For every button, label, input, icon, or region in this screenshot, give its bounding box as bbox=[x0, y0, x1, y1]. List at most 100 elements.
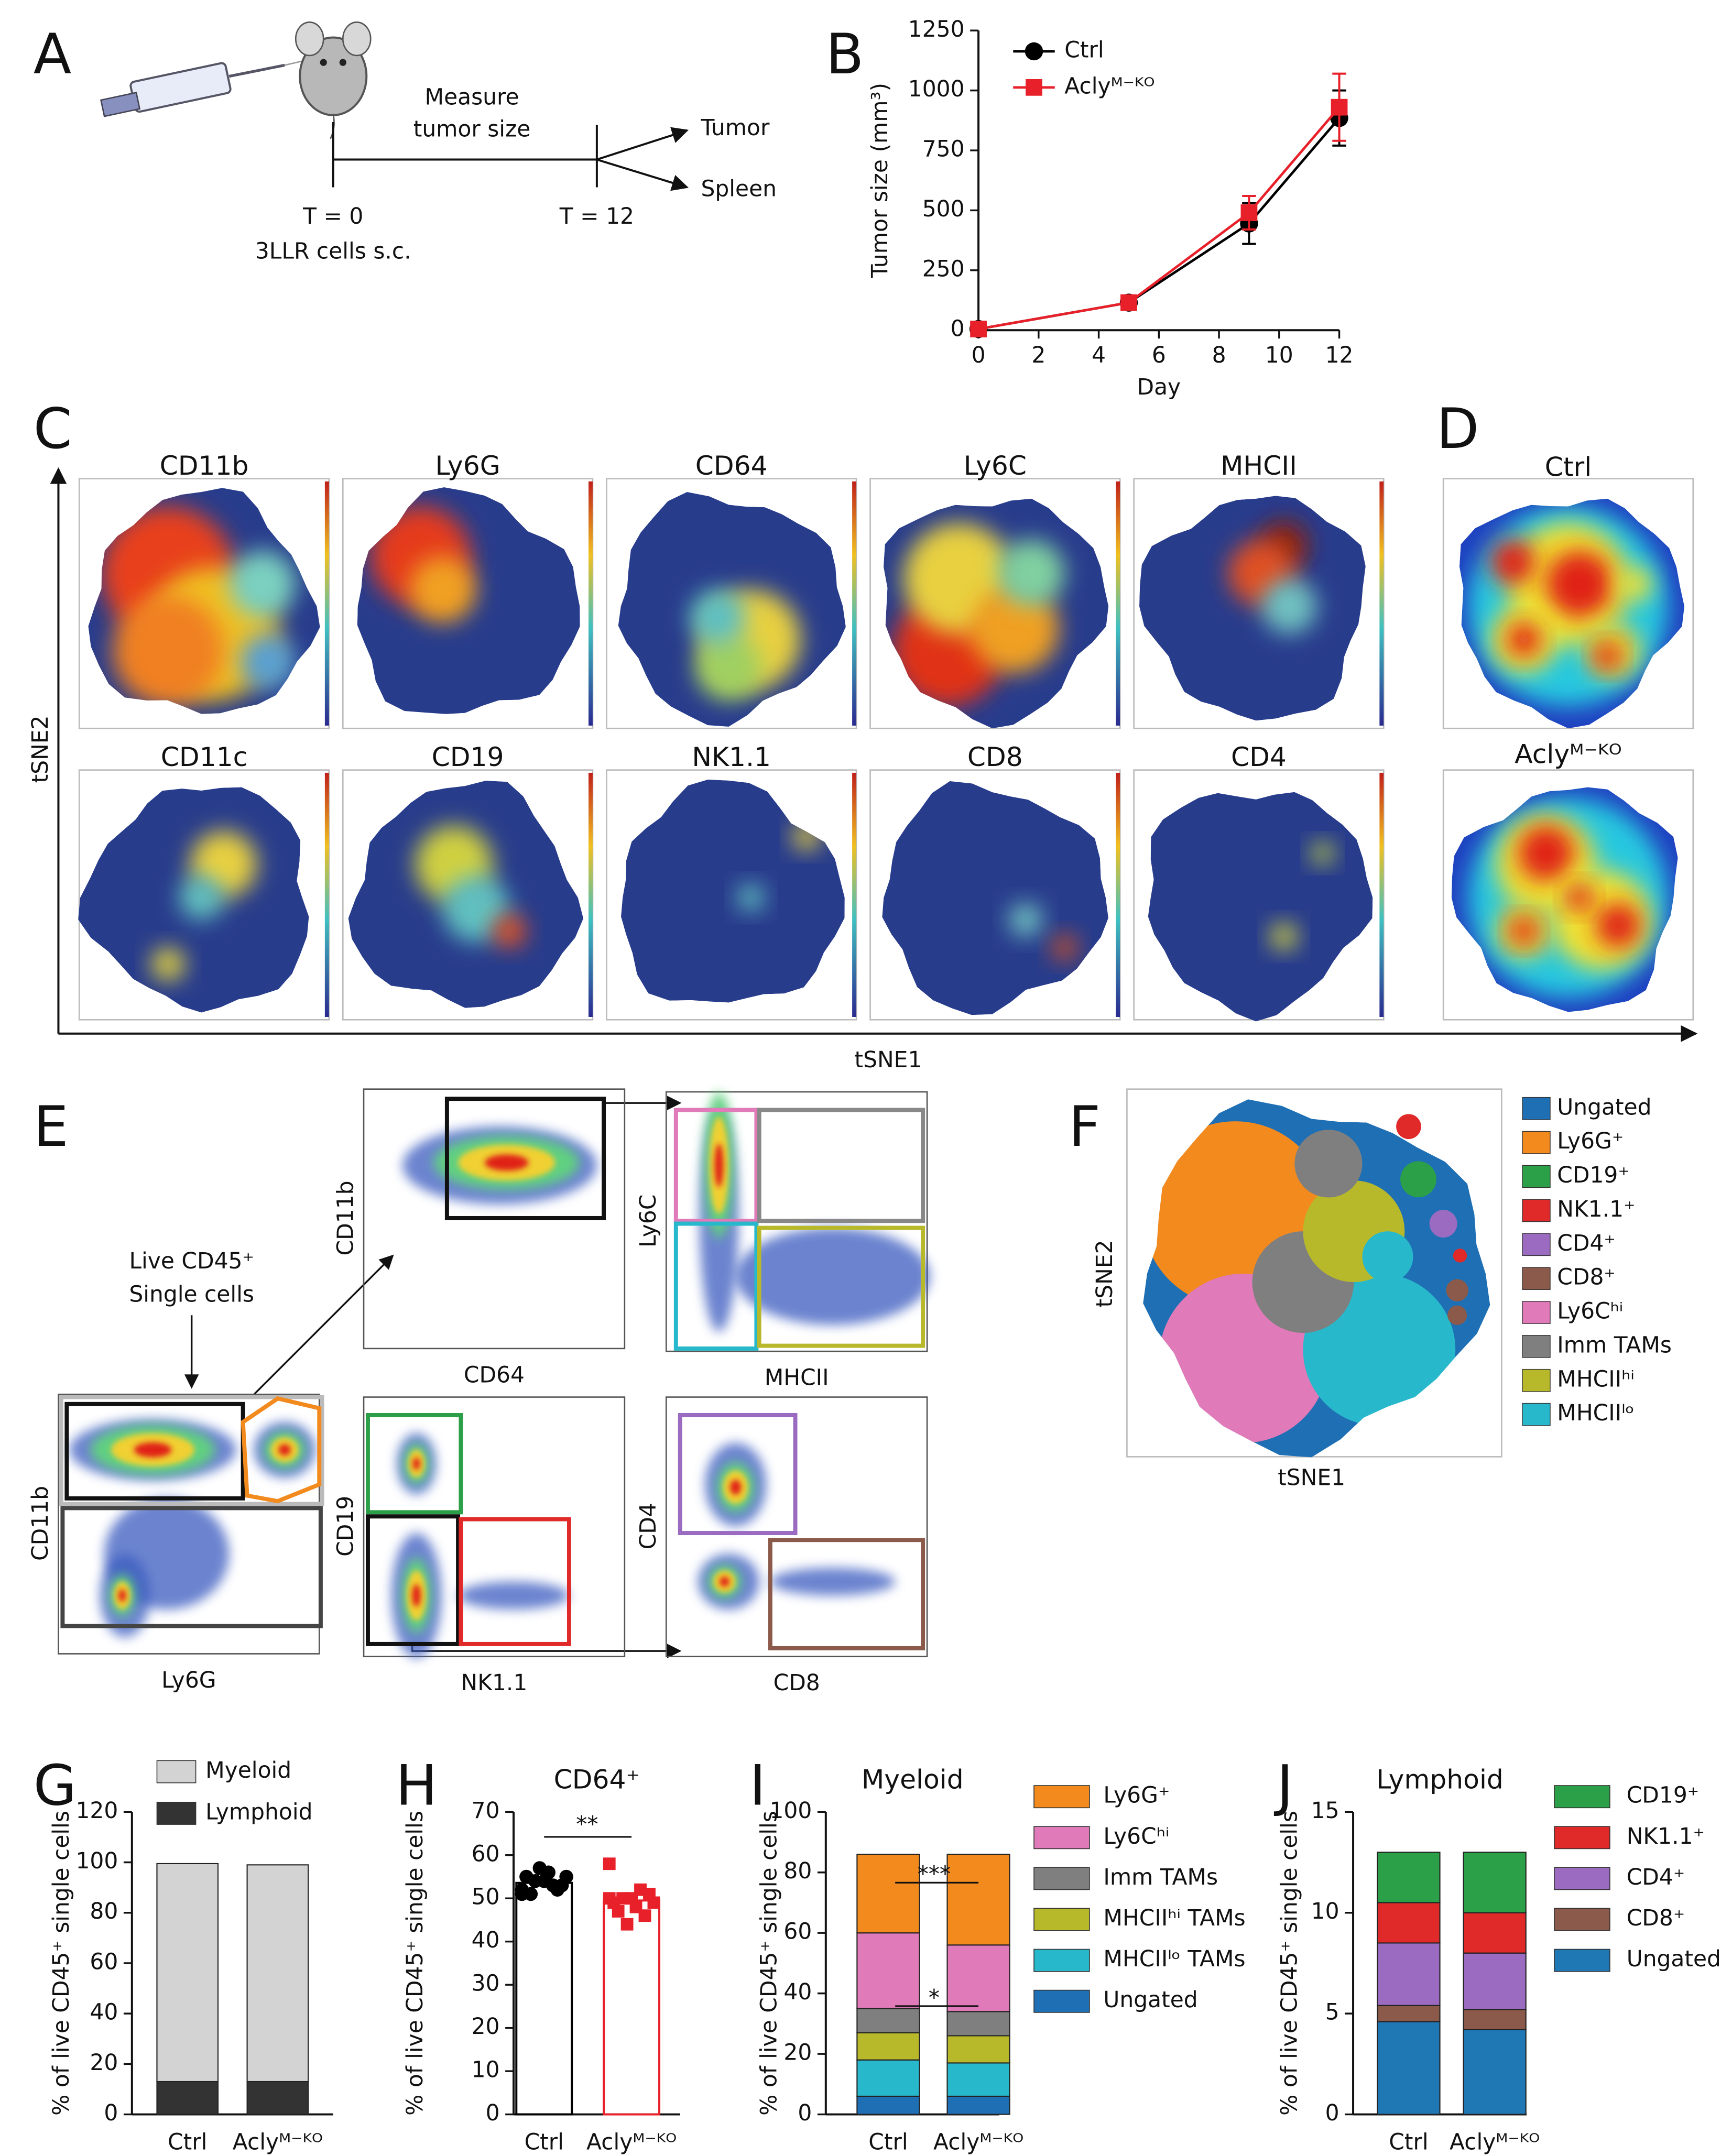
flow-frame bbox=[665, 1396, 928, 1658]
legend-marker bbox=[1025, 42, 1043, 61]
panel-label: I bbox=[749, 1754, 766, 1818]
legend-label: Imm TAMs bbox=[1103, 1864, 1218, 1890]
point bbox=[1120, 294, 1137, 311]
tsne-region bbox=[442, 875, 510, 942]
panel-label: F bbox=[1069, 1095, 1101, 1159]
flow-core bbox=[714, 1143, 724, 1188]
significance-label: ** bbox=[576, 1811, 598, 1837]
bar-segment bbox=[856, 2032, 920, 2061]
y-tick-label: 100 bbox=[769, 1798, 812, 1823]
bar-segment bbox=[246, 1864, 309, 2083]
mouse bbox=[295, 21, 372, 139]
y-tick-label: 0 bbox=[951, 316, 965, 342]
tsne-region bbox=[1518, 825, 1574, 881]
tsne-region bbox=[970, 584, 1059, 673]
tsne-region bbox=[1294, 1130, 1363, 1198]
tsne-map bbox=[883, 498, 1109, 729]
marker-title: CD8 bbox=[967, 741, 1023, 772]
marker-title: MHCII bbox=[1221, 450, 1297, 481]
y-tick-label: 15 bbox=[1311, 1798, 1339, 1823]
axis-label: tSNE1 bbox=[855, 1047, 922, 1072]
legend-swatch bbox=[1554, 1785, 1610, 1809]
flow-cloud bbox=[770, 1568, 896, 1596]
tsne-map bbox=[1451, 787, 1678, 1012]
schematic-text: Tumor bbox=[700, 115, 769, 140]
axis-label: MHCII bbox=[765, 1365, 829, 1391]
color-bar bbox=[324, 481, 329, 726]
panel-label: C bbox=[34, 397, 72, 461]
flow-core bbox=[485, 1154, 529, 1171]
bar-segment bbox=[246, 2081, 309, 2115]
point bbox=[532, 1861, 547, 1875]
gate bbox=[59, 1395, 324, 1506]
bar-segment bbox=[1463, 1952, 1527, 2010]
axis-label: NK1.1 bbox=[461, 1670, 528, 1695]
point bbox=[1240, 204, 1258, 221]
legend-swatch bbox=[1033, 1908, 1090, 1931]
bar bbox=[515, 1881, 573, 2116]
y-tick-label: 20 bbox=[472, 2013, 500, 2039]
tsne-region bbox=[493, 914, 526, 948]
y-tick-label: 20 bbox=[90, 2050, 118, 2075]
y-tick-label: 0 bbox=[104, 2100, 118, 2126]
legend-label: Ly6G⁺ bbox=[1557, 1128, 1624, 1154]
cluster-island bbox=[1396, 1114, 1421, 1140]
legend-swatch bbox=[1033, 1867, 1090, 1890]
gate bbox=[673, 1221, 759, 1351]
schematic-text: Spleen bbox=[701, 176, 777, 201]
legend-swatch bbox=[1522, 1131, 1551, 1154]
y-tick-label: 5 bbox=[1325, 1999, 1339, 2025]
color-bar bbox=[588, 772, 593, 1017]
tsne-region bbox=[1311, 842, 1334, 864]
legend-label: CD8⁺ bbox=[1557, 1264, 1616, 1290]
flow-core bbox=[412, 1584, 421, 1607]
bar-segment bbox=[856, 2059, 920, 2097]
bar-segment bbox=[156, 1863, 219, 2083]
significance-label: * bbox=[929, 1985, 940, 2010]
bar-segment bbox=[1463, 1852, 1527, 1913]
tsne-region bbox=[1510, 917, 1538, 945]
x-tick-label: Ctrl bbox=[168, 2129, 207, 2155]
flow-cloud bbox=[735, 1228, 930, 1325]
schematic-text: tumor size bbox=[413, 116, 531, 141]
legend-swatch bbox=[1522, 1267, 1551, 1290]
flow-core bbox=[278, 1444, 291, 1455]
gate bbox=[768, 1538, 925, 1650]
y-tick-label: 60 bbox=[783, 1919, 812, 1944]
marker-title: Ly6C bbox=[964, 450, 1027, 481]
panel-label: D bbox=[1436, 397, 1479, 461]
legend-swatch bbox=[1033, 1826, 1090, 1849]
y-tick-label: 60 bbox=[90, 1949, 118, 1974]
y-tick-label: 1250 bbox=[908, 16, 965, 42]
gate bbox=[757, 1108, 925, 1223]
tsne-region bbox=[229, 551, 296, 618]
point bbox=[625, 1892, 638, 1905]
x-tick-label: 6 bbox=[1152, 342, 1166, 368]
x-tick-label: Aclyᴹ⁻ᴷᴼ bbox=[586, 2129, 677, 2155]
legend-label: NK1.1⁺ bbox=[1627, 1823, 1705, 1849]
x-tick-label: Ctrl bbox=[868, 2129, 908, 2155]
color-bar bbox=[324, 772, 329, 1017]
legend-label: Ungated bbox=[1103, 1987, 1197, 2012]
x-tick-label: 0 bbox=[972, 342, 986, 368]
bar bbox=[603, 1899, 661, 2116]
x-tick-label: 8 bbox=[1212, 342, 1226, 368]
tsne-region bbox=[695, 634, 762, 701]
tsne-map bbox=[88, 488, 320, 714]
bar-segment bbox=[946, 1944, 1010, 2012]
bar-segment bbox=[156, 2081, 219, 2115]
tsne-base bbox=[1148, 792, 1373, 1022]
legend-swatch bbox=[1554, 1867, 1610, 1890]
legend-swatch bbox=[1554, 1949, 1610, 1972]
bar-segment bbox=[946, 2062, 1010, 2097]
chart-title: Lymphoid bbox=[1376, 1764, 1504, 1795]
chart-title: CD64⁺ bbox=[554, 1764, 640, 1795]
panel-label: B bbox=[826, 22, 864, 86]
y-tick-label: 250 bbox=[922, 256, 965, 281]
panel-label: E bbox=[34, 1095, 69, 1159]
tsne-map bbox=[882, 781, 1108, 1015]
y-tick-label: 500 bbox=[922, 196, 965, 222]
legend-swatch bbox=[1554, 1826, 1610, 1849]
legend-label: Ungated bbox=[1557, 1094, 1651, 1120]
cluster-island bbox=[1446, 1279, 1468, 1301]
